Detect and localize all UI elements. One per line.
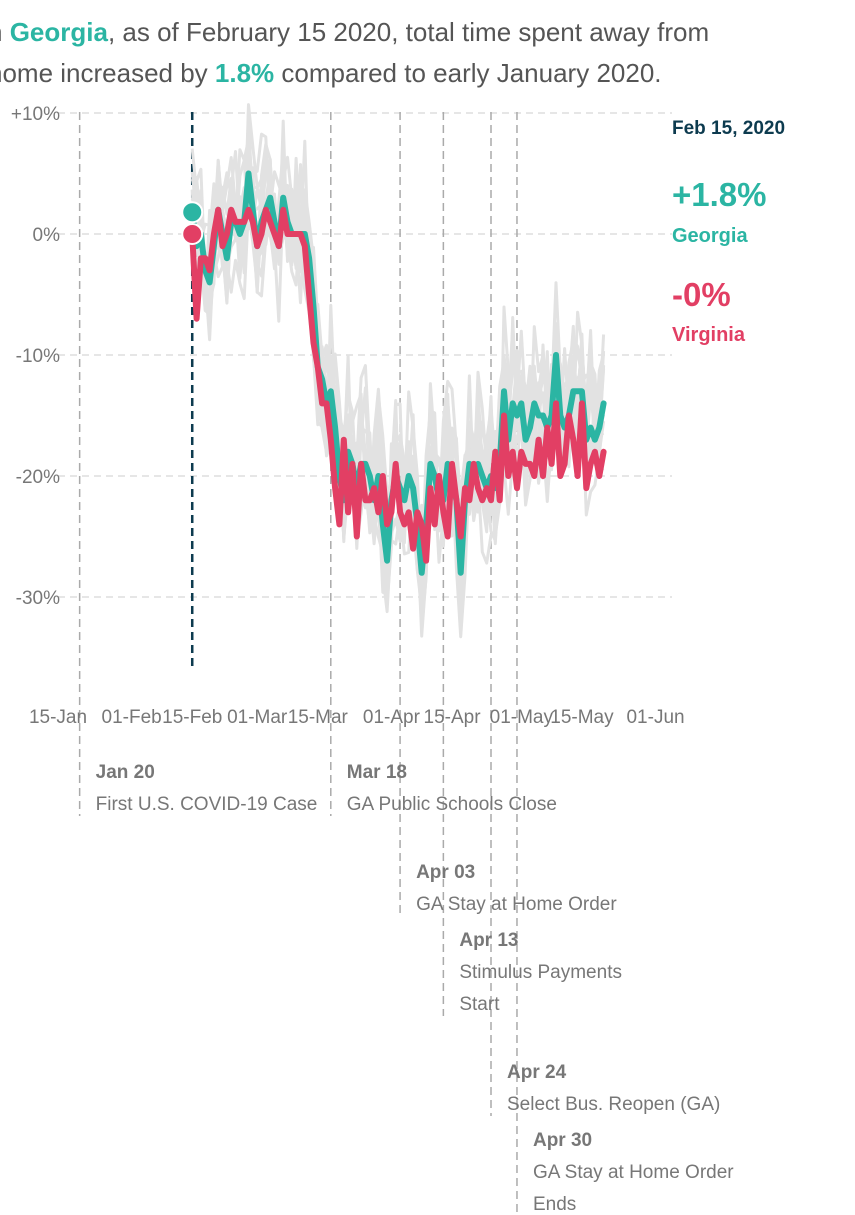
x-axis-labels: 15-Jan 01-Feb 15-Feb 01-Mar 15-Mar 01-Apr 15-A… [29,707,685,728]
x-tick-label: 15-May [550,707,614,728]
legend: Feb 15, 2020 +1.8% Georgia -0% Virginia [672,118,785,346]
x-tick-label: 01-Mar [227,707,288,728]
headline-text: , as of February 15 2020, total time spe… [107,17,710,47]
y-tick-label: 0% [33,225,61,246]
headline-state: Georgia [9,17,108,47]
georgia-marker [181,201,204,224]
x-tick-label: 15-Jan [29,707,87,728]
georgia-name-label: Georgia [672,225,748,247]
virginia-line [189,206,607,564]
headline-value: 1.8% [214,58,275,88]
y-tick-label: -30% [16,588,60,609]
event-date-label: Apr 03 [416,862,475,883]
event-date-label: Mar 18 [347,762,407,783]
georgia-value-label: +1.8% [672,176,767,213]
headline: n Georgia, as of February 15 2020, total… [0,12,855,94]
headline-text: home increased by [0,58,215,88]
virginia-value-label: -0% [672,276,731,313]
current-date-label: Feb 15, 2020 [672,118,785,139]
event-date-label: Jan 20 [96,762,155,783]
y-axis-labels: +10% 0% -10% -20% -30% [11,104,60,609]
y-tick-label: -20% [16,467,60,488]
event-description: GA Stay at Home Order [416,894,617,915]
series-lines [181,170,607,576]
event-description: GA Stay at Home Order [533,1162,734,1183]
event-labels: Jan 20 First U.S. COVID-19 Case Mar 18 GA P… [96,762,735,1215]
headline-text: n [0,17,10,47]
event-date-label: Apr 30 [533,1130,592,1151]
x-tick-label: 01-May [490,707,554,728]
x-tick-label: 15-Mar [288,707,349,728]
event-description: Start [459,994,500,1015]
x-tick-label: 01-Jun [626,707,684,728]
headline-line-2: home increased by 1.8% compared to early… [0,53,855,94]
event-description: GA Public Schools Close [347,794,557,815]
virginia-name-label: Virginia [672,324,746,346]
headline-text: compared to early January 2020. [274,58,662,88]
event-date-label: Apr 24 [507,1062,567,1083]
event-date-label: Apr 13 [459,930,518,951]
event-description: Select Bus. Reopen (GA) [507,1094,720,1115]
event-description: Ends [533,1194,576,1215]
virginia-marker [181,223,204,245]
x-tick-label: 15-Apr [424,707,482,728]
x-tick-label: 01-Feb [102,707,162,728]
x-tick-label: 15-Feb [162,707,222,728]
headline-line-1: n Georgia, as of February 15 2020, total… [0,12,855,53]
gridlines [58,112,672,598]
x-tick-label: 01-Apr [363,707,421,728]
y-tick-label: +10% [11,104,60,125]
event-description: First U.S. COVID-19 Case [96,794,318,815]
y-tick-label: -10% [16,346,60,367]
background-state-lines [190,103,606,639]
event-description: Stimulus Payments [459,962,622,983]
